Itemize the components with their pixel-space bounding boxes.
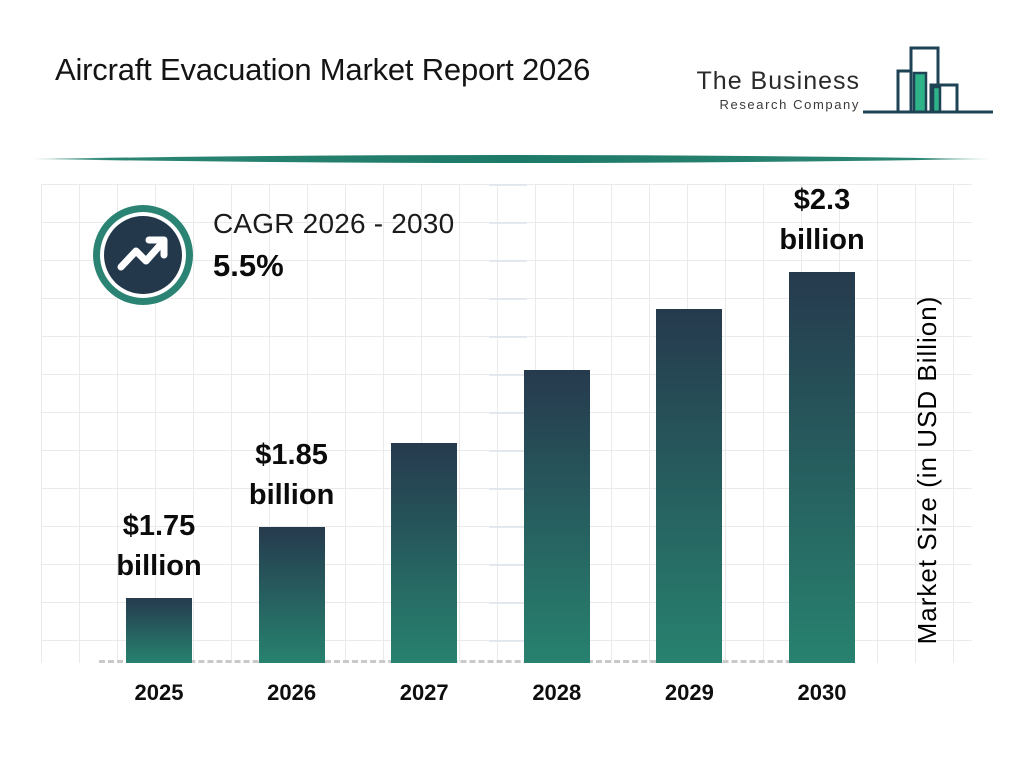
company-logo: The Business Research Company (697, 35, 1000, 130)
cagr-badge: CAGR 2026 - 2030 5.5% (91, 203, 454, 307)
logo-title: The Business (696, 67, 860, 95)
x-axis-tick-label-2025: 2025 (134, 680, 184, 705)
bar-value-label-2026: $1.85 billion (248, 439, 335, 511)
bar-2026 (258, 527, 325, 663)
logo-subtitle: Research Company (719, 97, 860, 112)
logo-bars-icon (863, 46, 993, 114)
x-axis-tick-label-2030: 2030 (797, 680, 847, 705)
x-axis-tick-label-2026: 2026 (267, 680, 317, 705)
page-title: Aircraft Evacuation Market Report 2026 (55, 52, 591, 87)
bar-value-label-2025: $1.75 billion (116, 510, 202, 582)
x-axis-tick-label-2029: 2029 (664, 680, 714, 705)
y-axis-label: Market Size (in USD Billion) (912, 295, 942, 645)
x-axis-tick-label-2028: 2028 (532, 680, 582, 705)
bar-2025 (126, 598, 192, 663)
logo-text: The Business Research Company (697, 67, 860, 112)
minor-tick-column (489, 184, 527, 642)
bar-2030 (789, 272, 855, 663)
bar-2028 (523, 370, 590, 663)
trending-up-icon (93, 205, 193, 305)
cagr-text: CAGR 2026 - 2030 5.5% (213, 203, 454, 284)
cagr-period-label: CAGR 2026 - 2030 (213, 208, 455, 239)
bar-2029 (656, 309, 723, 663)
bar-value-label-2030: $2.3 billion (779, 184, 865, 256)
section-divider (32, 155, 992, 163)
x-axis-tick-label-2027: 2027 (399, 680, 449, 705)
x-axis-baseline (99, 660, 855, 663)
cagr-value: 5.5% (213, 248, 284, 283)
bar-2027 (391, 443, 458, 663)
